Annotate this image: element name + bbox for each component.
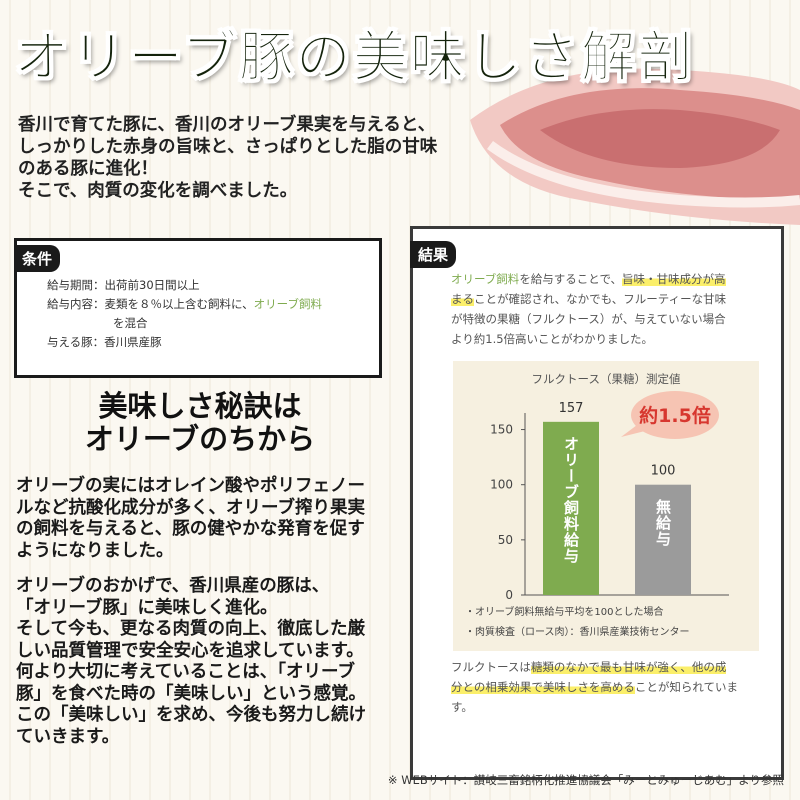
value: 麦類を８％以上含む飼料に、 — [104, 297, 254, 311]
text: オリーブ飼料 — [451, 272, 520, 286]
category-label: 無給与 — [654, 498, 672, 547]
conditions-box: 条件 給与期間：出荷前30日間以上 給与内容：麦類を８％以上含む飼料に、オリーブ… — [14, 238, 382, 378]
text-line: オリーブのちから — [84, 422, 316, 456]
conditions: 給与期間：出荷前30日間以上 給与内容：麦類を８％以上含む飼料に、オリーブ飼料 … — [47, 277, 322, 353]
results-tag: 結果 — [410, 241, 457, 268]
text: 旨味・甘味成分が高 — [622, 272, 726, 286]
note: ・肉質検査（ロース肉）：香川県産業技術センター — [465, 627, 690, 638]
text: ことが確認され、なかでも、フルーティーな甘味 — [474, 292, 727, 306]
text-line: オリーブの実にはオレイン酸やポリフェノー — [16, 476, 365, 496]
chart-title: フルクトース（果糖）測定値 — [532, 372, 681, 386]
text-line: の飼料を与えると、豚の健やかな発育を促す — [16, 519, 365, 539]
text: ことが知られていま — [634, 680, 739, 694]
label: 給与内容： — [47, 297, 105, 311]
paragraph: オリーブのおかげで、香川県産の豚は、 「オリーブ豚」に美味しく進化。 そして今も、更… — [16, 576, 366, 748]
paragraph: オリーブの実にはオレイン酸やポリフェノー ルなど抗酸化成分が多く、オリーブ搾り果実… — [16, 476, 365, 562]
text-line: この「美味しい」を求め、今後も努力し続け — [16, 705, 366, 725]
text-line: そして今も、更なる肉質の向上、徹底した厳 — [16, 619, 365, 639]
text: より約1.5倍高いことがわかりました。 — [451, 332, 654, 346]
bar — [635, 484, 691, 595]
label: 与える豚： — [47, 335, 105, 349]
text: が特徴の果糖（フルクトース）が、与えていない場合 — [451, 312, 726, 326]
y-tick-label: 150 — [490, 423, 513, 437]
text-line: しっかりした赤身の旨味と、さっぱりとした脂の甘味 — [18, 137, 438, 157]
text: まる — [451, 292, 474, 306]
meat-image — [470, 68, 800, 225]
y-tick-label: 100 — [490, 478, 513, 492]
text-line: ルなど抗酸化成分が多く、オリーブ搾り果実 — [16, 497, 365, 518]
chart: フルクトース（果糖）測定値 0 50 100 150 157 オリーブ飼料給与 100 無給与 約… — [490, 372, 729, 601]
footnote: ※ WEBサイト：讃岐三畜銘柄化推進協議会「みーとみゅーじあむ」より参照 — [387, 773, 784, 787]
intro: 香川で育てた豚に、香川のオリーブ果実を与えると、 しっかりした赤身の旨味と、さっぱ… — [18, 114, 437, 202]
text: す。 — [451, 700, 473, 714]
text: 糖類のなかで最も甘味が強く、他の成 — [530, 660, 727, 674]
value-label: 100 — [651, 464, 676, 479]
badge — [631, 391, 719, 439]
text-line: 「オリーブ豚」に美味しく進化。 — [16, 597, 278, 618]
label: 給与期間： — [47, 278, 105, 292]
value: 香川県産豚 — [104, 335, 162, 349]
text-line: 豚」を食べた時の「美味しい」という感覚。 — [16, 683, 366, 704]
value: オリーブ飼料 — [253, 297, 322, 311]
text-line: ていきます。 — [16, 726, 120, 747]
text-line: 香川で育てた豚に、香川のオリーブ果実を与えると、 — [18, 115, 436, 135]
value: 出荷前30日間以上 — [104, 278, 200, 292]
text: を給与することで、 — [519, 272, 623, 286]
conditions-tag: 条件 — [14, 245, 61, 272]
results-box: 結果 オリーブ飼料を給与することで、旨味・甘味成分が高 まることが確認され、なか… — [410, 226, 784, 780]
note: ・オリーブ飼料無給与平均を100とした場合 — [465, 607, 664, 618]
text: フルクトースは — [451, 660, 531, 674]
text-line: そこで、肉質の変化を調べました。 — [18, 181, 298, 201]
title: オリーブ豚の美味しさ解剖 — [14, 24, 695, 90]
heading: 美味しさ秘訣は オリーブのちから — [0, 390, 400, 456]
y-tick-label: 0 — [505, 588, 513, 601]
y-tick-label: 50 — [498, 533, 513, 547]
text-line: ようになりました。 — [16, 540, 174, 561]
text-line: のある豚に進化！ — [18, 159, 158, 179]
category-label: オリーブ飼料給与 — [562, 436, 580, 564]
badge-tail — [621, 425, 645, 437]
results-text: オリーブ飼料を給与することで、旨味・甘味成分が高 まることが確認され、なかでも、… — [451, 269, 726, 349]
text-line: しい品質管理で安全安心を追求しています。 — [16, 640, 364, 661]
bar — [543, 421, 599, 595]
results-footer: フルクトースは糖類のなかで最も甘味が強く、他の成 分との相乗効果で美味しさを高め… — [451, 657, 738, 717]
text: 分との相乗効果で美味しさを高める — [451, 680, 635, 694]
annotation: 約1.5倍 — [639, 404, 711, 427]
value: を混合 — [113, 316, 148, 330]
text-line: オリーブのおかげで、香川県産の豚は、 — [16, 576, 330, 596]
text-line: 何より大切に考えていることは、「オリーブ — [16, 662, 355, 682]
value-label: 157 — [559, 401, 584, 416]
text-line: 美味しさ秘訣は — [98, 389, 302, 423]
